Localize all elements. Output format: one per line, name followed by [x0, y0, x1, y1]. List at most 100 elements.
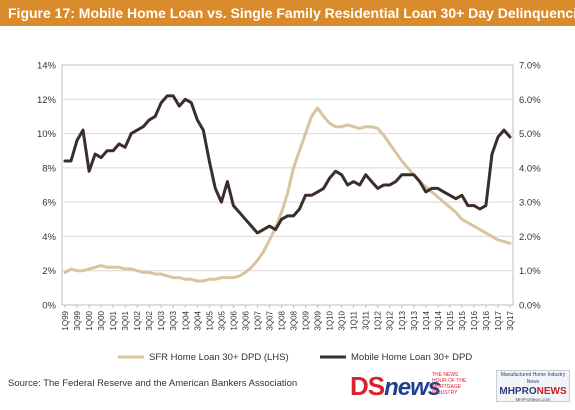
data-point-sfr — [316, 107, 319, 109]
x-tick-label: 3Q15 — [458, 310, 467, 330]
data-point-sfr — [112, 266, 114, 269]
data-point-sfr — [340, 125, 343, 128]
data-point-mh — [226, 180, 229, 183]
data-point-sfr — [394, 151, 397, 154]
left-tick-label: 8% — [42, 163, 56, 174]
data-point-mh — [394, 180, 397, 183]
data-point-mh — [184, 98, 187, 101]
data-point-sfr — [473, 225, 475, 227]
x-tick-label: 1Q09 — [302, 310, 311, 330]
mhpronews-logo: Manufactured Home Industry News MHPRONEW… — [496, 370, 570, 402]
data-point-sfr — [190, 278, 193, 281]
x-tick-label: 1Q08 — [277, 310, 286, 330]
data-point-sfr — [220, 276, 223, 279]
dsnews-logo: DSnews THE NEWS HOUR OF THE MORTGAGE IND… — [350, 370, 466, 402]
data-point-sfr — [232, 276, 235, 279]
x-tick-label: 3Q06 — [241, 310, 250, 330]
plot-frame — [61, 64, 514, 306]
data-point-mh — [401, 173, 403, 176]
data-point-mh — [509, 136, 511, 138]
data-point-sfr — [388, 143, 391, 145]
source-note: Source: The Federal Reserve and the Amer… — [8, 378, 298, 389]
data-point-mh — [280, 218, 283, 221]
left-tick-label: 12% — [37, 95, 57, 106]
x-tick-label: 3Q00 — [97, 310, 106, 330]
data-point-mh — [196, 119, 199, 121]
data-point-sfr — [364, 125, 367, 128]
data-point-sfr — [328, 122, 331, 125]
data-point-mh — [485, 204, 487, 207]
data-point-mh — [382, 184, 385, 186]
data-point-sfr — [178, 276, 181, 279]
data-point-mh — [160, 101, 162, 104]
x-axis: 1Q99 3Q99 1Q00 3Q00 1Q01 3Q01 1Q02 3Q02 1Q03 3Q03… — [61, 305, 515, 331]
right-tick-label: 5.0% — [519, 129, 541, 140]
x-tick-label: 1Q16 — [470, 310, 479, 330]
data-point-sfr — [322, 115, 325, 118]
right-tick-label: 0.0% — [519, 301, 541, 312]
x-tick-label: 1Q02 — [133, 310, 142, 330]
data-point-sfr — [479, 228, 481, 231]
data-point-mh — [437, 187, 439, 190]
data-point-mh — [244, 218, 247, 221]
left-tick-label: 0% — [42, 301, 56, 312]
data-point-sfr — [382, 134, 385, 137]
x-tick-label: 1Q10 — [326, 310, 335, 330]
data-point-mh — [148, 119, 150, 121]
mhpronews-logo-bottom: MHProNews.com — [515, 397, 551, 402]
data-point-mh — [70, 160, 72, 162]
data-point-mh — [190, 101, 193, 104]
left-tick-label: 10% — [37, 129, 57, 140]
data-point-mh — [154, 115, 156, 118]
x-tick-label: 1Q15 — [446, 310, 455, 330]
x-tick-label: 3Q10 — [338, 310, 347, 330]
data-point-sfr — [352, 125, 355, 128]
data-point-mh — [388, 184, 391, 186]
right-tick-label: 2.0% — [519, 232, 541, 243]
data-point-mh — [310, 194, 313, 197]
legend: SFR Home Loan 30+ DPD (LHS) Mobile Home … — [118, 352, 472, 363]
data-point-mh — [497, 136, 499, 138]
data-point-mh — [443, 191, 445, 193]
x-tick-label: 1Q11 — [350, 310, 359, 330]
mhpronews-logo-main-b: NEWS — [536, 386, 567, 397]
data-point-sfr — [310, 115, 313, 118]
data-point-mh — [238, 211, 241, 214]
data-point-sfr — [94, 266, 96, 269]
data-point-sfr — [160, 273, 162, 275]
data-point-mh — [316, 191, 319, 193]
data-point-sfr — [449, 206, 451, 209]
data-point-sfr — [431, 191, 433, 193]
data-point-sfr — [304, 132, 307, 135]
data-point-sfr — [425, 185, 427, 188]
legend-label-sfr: SFR Home Loan 30+ DPD (LHS) — [149, 352, 289, 363]
data-point-sfr — [437, 196, 439, 198]
data-point-sfr — [268, 239, 271, 241]
left-tick-label: 6% — [42, 198, 56, 209]
data-point-sfr — [154, 273, 156, 275]
data-point-mh — [232, 204, 235, 207]
left-tick-label: 2% — [42, 266, 56, 277]
data-point-mh — [208, 160, 211, 162]
x-tick-label: 3Q09 — [314, 310, 323, 330]
data-point-sfr — [244, 271, 247, 274]
data-point-sfr — [298, 149, 301, 152]
right-tick-label: 3.0% — [519, 198, 541, 209]
data-point-mh — [358, 184, 361, 186]
data-point-sfr — [202, 280, 205, 282]
data-point-sfr — [262, 251, 265, 253]
data-point-sfr — [256, 259, 259, 262]
data-point-sfr — [376, 127, 379, 130]
data-point-sfr — [142, 271, 144, 274]
data-point-mh — [322, 187, 325, 190]
data-point-sfr — [214, 278, 217, 281]
data-point-sfr — [407, 167, 409, 169]
data-point-mh — [262, 228, 265, 231]
data-point-mh — [286, 215, 289, 217]
data-point-mh — [142, 125, 144, 128]
data-point-mh — [413, 173, 415, 176]
data-point-sfr — [280, 211, 283, 214]
data-point-mh — [256, 232, 259, 234]
data-point-mh — [449, 194, 451, 197]
left-axis: 0% 2% 4% 6% 8% 10% 12% 14% — [37, 61, 57, 312]
